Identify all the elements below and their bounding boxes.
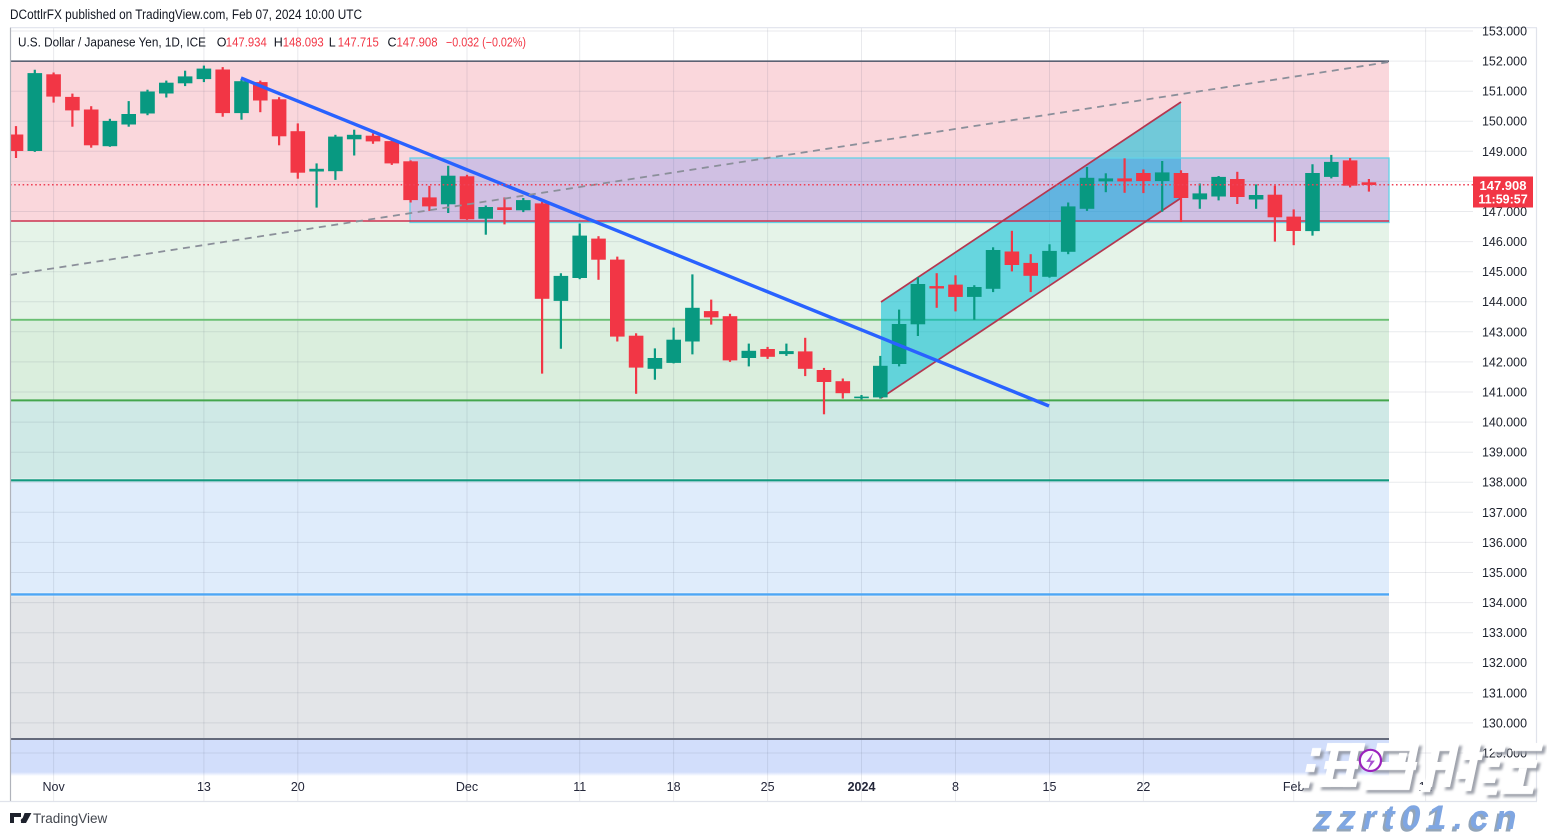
svg-text:142.000: 142.000 <box>1482 355 1527 369</box>
svg-text:147.934: 147.934 <box>226 36 267 50</box>
svg-text:Dec: Dec <box>456 780 478 794</box>
svg-text:zzrt01.cn: zzrt01.cn <box>1314 799 1524 836</box>
svg-text:18: 18 <box>667 780 681 794</box>
svg-text:DCottlrFX published on Trading: DCottlrFX published on TradingView.com, … <box>10 7 362 22</box>
svg-text:11: 11 <box>573 780 586 794</box>
svg-text:134.000: 134.000 <box>1482 596 1527 610</box>
svg-text:20: 20 <box>291 780 305 794</box>
svg-text:141.000: 141.000 <box>1482 386 1527 400</box>
svg-text:C: C <box>388 36 397 50</box>
svg-text:143.000: 143.000 <box>1482 325 1527 339</box>
svg-text:TradingView: TradingView <box>33 811 108 826</box>
svg-text:U.S. Dollar / Japanese Yen, 1D: U.S. Dollar / Japanese Yen, 1D, ICE <box>18 35 206 50</box>
svg-text:131.000: 131.000 <box>1482 686 1527 700</box>
svg-text:150.000: 150.000 <box>1482 115 1527 129</box>
svg-text:22: 22 <box>1136 780 1150 794</box>
svg-text:147.908: 147.908 <box>1480 178 1527 193</box>
svg-text:zzrt01.cn: zzrt01.cn <box>1312 802 1522 836</box>
svg-text:139.000: 139.000 <box>1482 446 1527 460</box>
svg-text:25: 25 <box>761 780 775 794</box>
svg-text:8: 8 <box>952 780 959 794</box>
svg-text:11:59:57: 11:59:57 <box>1478 193 1527 207</box>
svg-text:151.000: 151.000 <box>1482 85 1527 99</box>
svg-text:145.000: 145.000 <box>1482 265 1527 279</box>
svg-text:Nov: Nov <box>42 780 65 794</box>
svg-text:144.000: 144.000 <box>1482 295 1527 309</box>
svg-text:133.000: 133.000 <box>1482 626 1527 640</box>
svg-text:147.715: 147.715 <box>338 36 379 50</box>
svg-text:132.000: 132.000 <box>1482 656 1527 670</box>
svg-text:152.000: 152.000 <box>1482 55 1527 69</box>
svg-text:O: O <box>217 36 227 50</box>
svg-text:140.000: 140.000 <box>1482 416 1527 430</box>
svg-text:146.000: 146.000 <box>1482 235 1527 249</box>
svg-text:149.000: 149.000 <box>1482 145 1527 159</box>
svg-text:Feb: Feb <box>1283 780 1305 794</box>
svg-text:137.000: 137.000 <box>1482 506 1527 520</box>
svg-text:135.000: 135.000 <box>1482 566 1527 580</box>
svg-text:147.000: 147.000 <box>1482 205 1527 219</box>
svg-text:2024: 2024 <box>848 780 876 794</box>
svg-text:L: L <box>329 36 336 50</box>
svg-text:153.000: 153.000 <box>1482 25 1527 39</box>
svg-text:15: 15 <box>1043 780 1057 794</box>
svg-text:136.000: 136.000 <box>1482 536 1527 550</box>
svg-text:148.093: 148.093 <box>283 36 324 50</box>
svg-text:130.000: 130.000 <box>1482 716 1527 730</box>
svg-text:138.000: 138.000 <box>1482 476 1527 490</box>
svg-text:H: H <box>274 36 283 50</box>
svg-text:−0.032 (−0.02%): −0.032 (−0.02%) <box>446 36 526 50</box>
svg-text:13: 13 <box>197 780 211 794</box>
svg-text:147.908: 147.908 <box>397 36 438 50</box>
